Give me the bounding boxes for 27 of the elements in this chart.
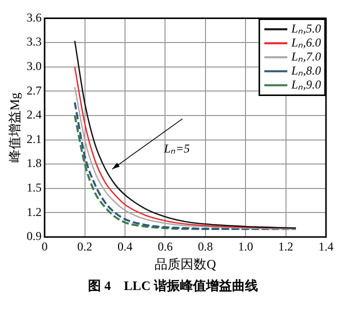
x-tick-label: 1.4 [318,239,334,254]
y-tick-label: 3.0 [26,58,42,73]
x-tick-label: 0.4 [118,239,132,254]
legend-label: Lₙ,7.0 [290,49,322,64]
y-tick-label: 2.4 [26,108,42,122]
legend-label: Lₙ,8.0 [290,63,322,78]
x-tick-label: 0.6 [158,239,173,254]
x-axis-title: 品质因数Q [154,256,217,272]
annotation: Lₙ=5 [162,142,190,156]
x-tick-label: 0 [42,239,48,254]
y-tick-label: 1.8 [26,156,42,170]
y-axis-title: 峰值增益Mg [7,92,22,163]
y-tick-label: 2.1 [26,132,42,146]
text: 图 4 LLC 谐振峰值增益曲线 [87,277,259,295]
legend-label: Lₙ,9.0 [290,77,322,92]
x-tick-label: 1.2 [278,239,294,254]
x-tick-label: 1.0 [238,239,254,254]
legend-label: Lₙ,5.0 [290,21,322,36]
y-tick-label: 3.3 [26,34,42,49]
x-tick-label: 0.8 [198,239,213,254]
y-tick-label: 2.7 [26,83,42,98]
y-tick-label: 1.5 [26,180,42,195]
y-tick-label: 3.6 [26,10,42,24]
x-tick-label: 0.2 [77,239,92,254]
y-tick-label: 1.2 [26,204,42,219]
y-tick-label: 0.9 [26,229,42,244]
legend-label: Lₙ,6.0 [290,35,322,50]
